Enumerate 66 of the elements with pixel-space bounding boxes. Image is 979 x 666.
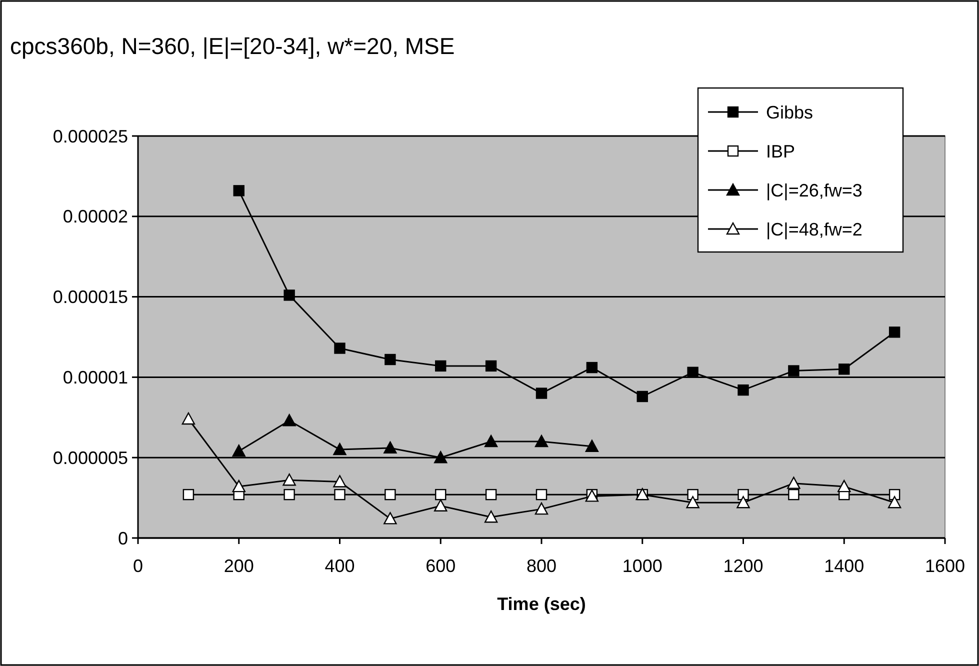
point (536, 388, 548, 399)
point (435, 360, 446, 372)
point (738, 488, 749, 500)
point (384, 488, 396, 500)
point (384, 354, 396, 366)
point (284, 290, 295, 301)
point (585, 440, 599, 452)
y-tick-label: 0.00001 (62, 368, 128, 388)
point (687, 488, 698, 500)
point (232, 480, 246, 492)
x-tick-label: 1000 (622, 556, 662, 576)
point (233, 185, 244, 196)
x-tick-label: 1200 (723, 556, 764, 576)
x-tick-label: 400 (324, 556, 355, 576)
point (485, 488, 497, 500)
point (182, 488, 194, 500)
y-tick-label: 0.00002 (62, 206, 128, 227)
legend-label: |C|=26,fw=3 (766, 180, 862, 200)
legend-label: IBP (766, 141, 796, 162)
point (788, 365, 800, 376)
point (434, 499, 448, 512)
x-axis-title: Time (sec) (497, 594, 586, 614)
y-tick-label: 0.000005 (52, 448, 128, 468)
point (636, 390, 648, 402)
point (484, 434, 498, 448)
point (687, 366, 698, 378)
point (384, 512, 397, 524)
point (586, 362, 598, 374)
point (838, 480, 851, 492)
point (484, 510, 498, 523)
point (888, 326, 900, 338)
point (534, 434, 548, 448)
point (282, 474, 296, 486)
point (384, 441, 397, 454)
point (738, 384, 749, 396)
point (282, 414, 296, 426)
point (787, 476, 800, 489)
point (434, 451, 448, 464)
y-tick-label: 0 (118, 528, 128, 548)
chart-title: cpcs360b, N=360, |E|=[20-34], w*=20, MSE (10, 33, 455, 59)
point (838, 364, 850, 375)
point (686, 496, 700, 508)
point (536, 488, 548, 500)
point (284, 488, 295, 500)
point (485, 360, 497, 372)
point (788, 488, 800, 500)
point (334, 342, 346, 354)
x-tick-label: 800 (526, 556, 557, 576)
y-tick-label: 0.000025 (52, 126, 128, 146)
point (182, 412, 196, 425)
point (232, 444, 246, 457)
x-tick-label: 0 (132, 556, 144, 576)
y-tick-label: 0.000015 (52, 287, 128, 308)
point (333, 442, 346, 456)
legend-label: |C|=48,fw=2 (766, 219, 862, 240)
point (736, 496, 750, 508)
point (534, 502, 548, 515)
x-tick-label: 1600 (924, 556, 966, 576)
point (888, 496, 902, 508)
point (435, 488, 446, 500)
point (334, 488, 346, 500)
x-tick-label: 1400 (824, 556, 864, 576)
legend-label: Gibbs (766, 102, 814, 122)
x-tick-label: 200 (224, 556, 254, 576)
point (333, 475, 346, 488)
x-tick-label: 600 (426, 556, 456, 576)
